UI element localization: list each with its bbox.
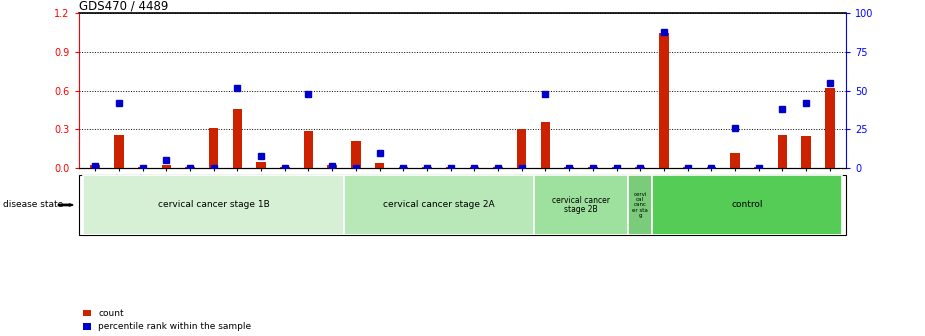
- Bar: [91, 165, 100, 168]
- Text: GDS470 / 4489: GDS470 / 4489: [79, 0, 168, 12]
- Bar: [375, 163, 384, 168]
- Bar: [185, 167, 195, 168]
- Bar: [541, 122, 550, 168]
- Legend: count, percentile rank within the sample: count, percentile rank within the sample: [83, 309, 252, 332]
- Bar: [114, 134, 124, 168]
- Bar: [652, 175, 842, 235]
- Bar: [303, 131, 314, 168]
- Bar: [628, 175, 652, 235]
- Bar: [422, 167, 432, 168]
- Bar: [162, 165, 171, 168]
- Bar: [493, 167, 503, 168]
- Bar: [256, 162, 265, 168]
- Text: cervical cancer stage 1B: cervical cancer stage 1B: [158, 201, 269, 209]
- Bar: [280, 167, 290, 168]
- Bar: [352, 141, 361, 168]
- Bar: [801, 136, 811, 168]
- Bar: [778, 134, 787, 168]
- Bar: [730, 153, 740, 168]
- Bar: [327, 165, 337, 168]
- Bar: [209, 128, 218, 168]
- Bar: [611, 167, 622, 168]
- Bar: [754, 167, 763, 168]
- Bar: [399, 167, 408, 168]
- Bar: [138, 167, 147, 168]
- Bar: [683, 167, 692, 168]
- Bar: [660, 33, 669, 168]
- Bar: [446, 167, 455, 168]
- Bar: [534, 175, 628, 235]
- Bar: [588, 167, 598, 168]
- Bar: [517, 129, 526, 168]
- Bar: [344, 175, 534, 235]
- Text: control: control: [731, 201, 762, 209]
- Bar: [233, 109, 242, 168]
- Bar: [564, 167, 574, 168]
- Text: cervical cancer
stage 2B: cervical cancer stage 2B: [552, 196, 610, 214]
- Text: cervi
cal
canc
er sta
g: cervi cal canc er sta g: [633, 192, 648, 218]
- Text: cervical cancer stage 2A: cervical cancer stage 2A: [383, 201, 495, 209]
- Bar: [83, 175, 344, 235]
- Text: disease state: disease state: [3, 201, 63, 209]
- Bar: [470, 167, 479, 168]
- Bar: [707, 167, 716, 168]
- Bar: [825, 88, 834, 168]
- Bar: [635, 167, 645, 168]
